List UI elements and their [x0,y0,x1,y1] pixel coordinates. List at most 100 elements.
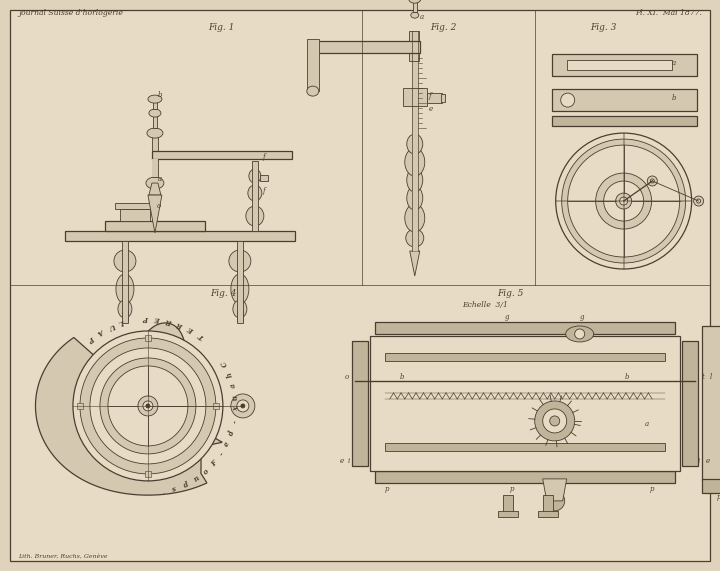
Text: a: a [420,13,424,21]
Bar [105,221,205,231]
Bar [441,94,445,102]
Bar [543,495,553,513]
Text: Pl. XI.  Mai 1877.: Pl. XI. Mai 1877. [635,9,701,17]
Bar [145,471,151,477]
Circle shape [647,176,657,186]
Text: .: . [161,488,165,497]
Text: p: p [649,485,654,493]
Text: a: a [229,383,238,389]
Text: b: b [158,91,163,99]
Ellipse shape [248,185,262,201]
Text: Journal Suisse d'horlogerie: Journal Suisse d'horlogerie [18,9,123,17]
Circle shape [620,197,628,205]
Text: Fig. 1: Fig. 1 [208,23,234,32]
Bar [375,322,675,334]
Bar [567,60,672,70]
Circle shape [556,133,692,269]
Bar [682,341,698,466]
Text: x: x [232,407,240,412]
Text: f: f [263,153,266,161]
Ellipse shape [146,177,164,189]
Bar [120,209,150,221]
Text: a: a [644,420,649,428]
Circle shape [603,181,644,221]
Text: b: b [672,94,676,102]
Bar [384,443,665,451]
Ellipse shape [411,12,419,18]
Text: e: e [340,457,344,465]
Bar [260,175,268,181]
Text: A: A [96,327,105,336]
Text: C: C [220,359,230,368]
Text: F: F [210,459,219,468]
Text: R: R [177,320,186,329]
Bar [412,31,418,251]
Ellipse shape [566,326,594,342]
Circle shape [575,329,585,339]
Circle shape [80,338,216,474]
Bar [315,41,420,53]
Text: e: e [222,440,232,448]
Ellipse shape [231,274,249,304]
Text: f: f [263,187,266,195]
Ellipse shape [407,186,423,210]
Ellipse shape [233,300,247,318]
Bar [427,93,442,103]
Text: d: d [182,481,190,490]
Bar [375,471,675,483]
Circle shape [562,139,685,263]
Circle shape [146,404,150,408]
Bar [65,231,295,241]
Text: Fig. 4: Fig. 4 [210,289,236,298]
Ellipse shape [118,300,132,318]
Bar [122,241,128,323]
Text: t: t [701,373,704,381]
Circle shape [143,401,153,411]
Bar [307,39,319,91]
Ellipse shape [229,250,251,272]
Bar [701,326,720,481]
Text: e: e [706,457,710,465]
Ellipse shape [147,128,163,138]
Text: T: T [197,332,207,341]
Text: i: i [698,457,700,465]
Bar [552,54,697,76]
Ellipse shape [405,148,425,176]
Text: p: p [384,485,390,493]
Bar [153,101,157,109]
Text: o: o [345,373,349,381]
Ellipse shape [116,274,134,304]
Bar [122,311,128,321]
Text: Fig. 3: Fig. 3 [590,23,616,32]
Circle shape [231,394,255,418]
Bar [252,161,258,231]
Text: p: p [716,493,720,501]
Text: U: U [107,321,116,331]
Text: Echelle  3/1: Echelle 3/1 [462,301,508,309]
Circle shape [138,396,158,416]
Ellipse shape [149,109,161,117]
Ellipse shape [246,206,264,226]
Ellipse shape [148,95,162,103]
Text: e: e [429,105,433,113]
Text: a: a [158,175,162,183]
Text: L: L [120,317,126,326]
Polygon shape [149,183,161,195]
Bar [503,495,513,513]
Ellipse shape [409,0,420,3]
Text: a: a [672,59,676,67]
Circle shape [90,348,206,464]
Ellipse shape [249,169,261,183]
Bar [552,116,697,126]
Circle shape [650,179,654,183]
Bar [701,479,720,493]
Bar [115,203,155,209]
Bar [402,88,427,106]
Bar [552,89,697,111]
Bar [237,241,243,323]
Bar [152,159,158,177]
Text: R: R [166,316,174,325]
Circle shape [693,196,703,206]
Circle shape [595,173,652,229]
Text: d: d [227,429,236,436]
